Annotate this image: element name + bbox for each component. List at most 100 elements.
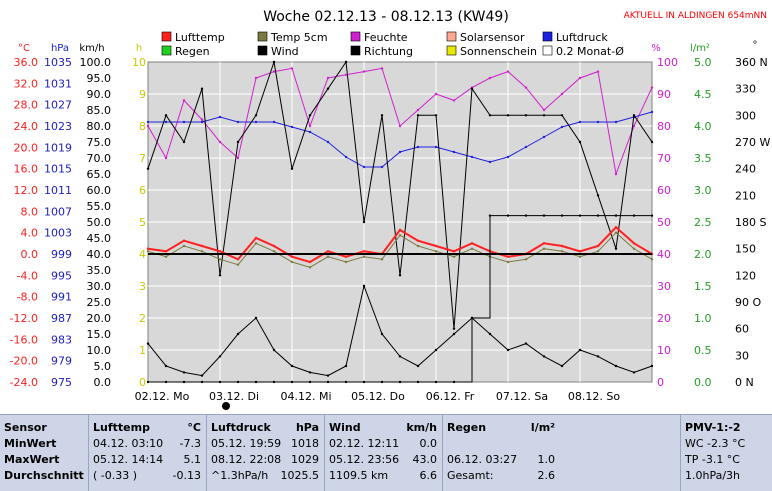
legend-label: 0.2 Monat-Ø [556, 45, 624, 58]
data-point [200, 120, 204, 124]
pressure-tick: 983 [51, 333, 72, 346]
data-point [164, 380, 168, 384]
data-point [578, 250, 582, 253]
pressure-tick: 975 [51, 376, 72, 389]
data-point [200, 380, 204, 384]
data-point [362, 284, 366, 288]
sensor-max-label: MaxWert [4, 453, 60, 466]
temp-tick: -16.0 [10, 333, 38, 346]
data-point [200, 87, 204, 90]
data-point [290, 260, 294, 264]
direction-tick: 30 [735, 349, 749, 362]
data-point [488, 214, 492, 217]
data-point [362, 250, 366, 253]
data-point [452, 332, 456, 336]
data-point [524, 86, 528, 89]
direction-tick: 270 W [735, 136, 770, 149]
data-point [218, 355, 222, 358]
data-point [362, 380, 366, 384]
sun-tick: 2 [139, 312, 146, 325]
data-point [542, 135, 546, 139]
data-point [614, 231, 618, 234]
data-point [650, 140, 654, 144]
rain-tick: 5.0 [694, 56, 712, 69]
data-point [452, 250, 456, 253]
wind-tick: 60.0 [87, 184, 112, 197]
data-point [380, 332, 384, 336]
data-point [290, 125, 294, 129]
data-point [380, 67, 384, 70]
luftdruck-min-value: 1018 [291, 437, 319, 450]
chart-title: Woche 02.12.13 - 08.12.13 (KW49) [263, 9, 509, 25]
wind-distance: 1109.5 km [329, 469, 389, 482]
wind-tick: 5.0 [94, 360, 112, 373]
wind-tick: 70.0 [87, 152, 112, 165]
data-point [326, 76, 330, 80]
legend-label: Luftdruck [556, 31, 608, 44]
direction-tick: 330 [735, 83, 756, 96]
rain-tick: 0.0 [694, 376, 712, 389]
data-point [488, 160, 492, 164]
data-point [506, 260, 510, 264]
regen-unit: l/m² [530, 421, 555, 434]
legend-label: Sonnenschein [460, 45, 537, 58]
data-point [272, 120, 276, 124]
direction-tick: 210 [735, 189, 756, 202]
data-point [200, 118, 204, 121]
lufttemp-max-value: 5.1 [183, 453, 202, 466]
data-point [146, 247, 150, 250]
wind-tick: 20.0 [87, 312, 112, 325]
data-point [398, 355, 402, 358]
direction-unit: ° [753, 40, 758, 51]
rain-tick: 4.5 [694, 88, 712, 101]
sun-tick: 9 [139, 88, 146, 101]
x-tick: 07.12. Sa [496, 390, 548, 403]
legend-swatch [257, 45, 268, 56]
luftdruck-max-time: 08.12. 22:08 [211, 453, 282, 466]
data-point [344, 260, 348, 264]
temp-tick: -4.0 [17, 269, 38, 282]
data-point [272, 380, 276, 384]
wind-tick: 30.0 [87, 280, 112, 293]
humidity-tick: 50 [657, 216, 671, 229]
data-point [200, 244, 204, 248]
rain-tick: 3.5 [694, 152, 712, 165]
humidity-tick: 60 [657, 184, 671, 197]
data-point [218, 274, 222, 277]
data-point [308, 260, 312, 264]
data-point [614, 226, 618, 229]
data-point [470, 87, 474, 90]
temp-tick: 16.0 [14, 163, 39, 176]
lufttemp-min-value: -7.3 [179, 437, 201, 450]
pressure-tick: 1007 [44, 205, 72, 218]
data-point [182, 239, 186, 242]
data-point [470, 316, 474, 320]
pressure-tick: 987 [51, 312, 72, 325]
data-point [380, 258, 384, 261]
wind-max-value: 43.0 [412, 453, 438, 466]
data-point [200, 374, 204, 377]
lufttemp-column: Lufttemp °C 04.12. 03:10 -7.3 05.12. 14:… [88, 415, 205, 491]
data-point [434, 92, 438, 96]
data-point [272, 348, 276, 352]
data-point [524, 258, 528, 261]
data-point [308, 371, 312, 374]
wind-tick: 15.0 [87, 328, 112, 341]
data-point [254, 316, 258, 320]
sun-unit: h [136, 43, 142, 54]
humidity-tick: 90 [657, 88, 671, 101]
data-point [596, 70, 600, 73]
data-point [254, 380, 258, 384]
lufttemp-unit: °C [187, 421, 201, 434]
pressure-tick: 979 [51, 355, 72, 368]
sun-tick: 7 [139, 152, 146, 165]
data-point [614, 214, 618, 217]
temp-tick: 24.0 [14, 120, 39, 133]
x-tick: 03.12. Di [209, 390, 259, 403]
data-point [398, 380, 402, 384]
data-point [650, 258, 654, 261]
data-point [344, 155, 348, 159]
data-point [254, 120, 258, 124]
sun-tick: 3 [139, 280, 146, 293]
data-point [218, 250, 222, 253]
